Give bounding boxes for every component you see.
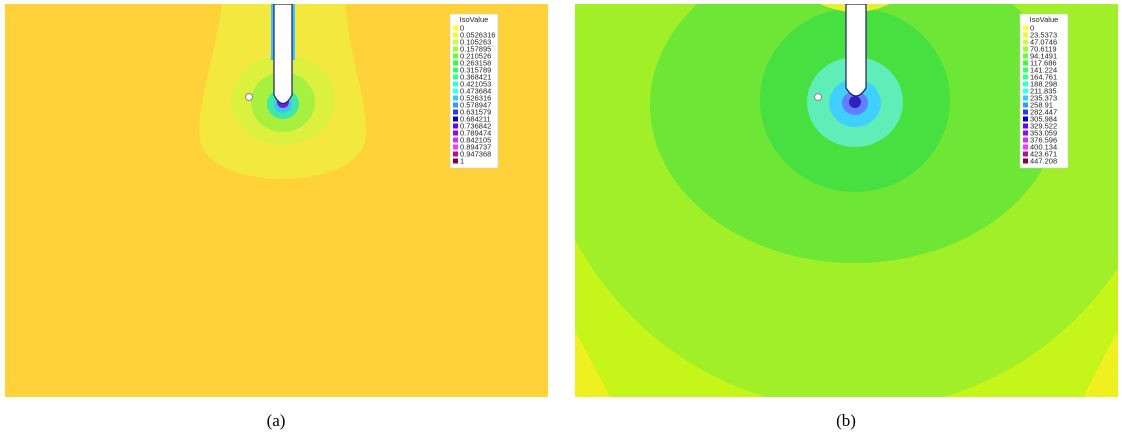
legend: IsoValue00.05263160.1052630.1578950.2105… [449,13,499,169]
legend-swatch [453,32,458,38]
legend-title: IsoValue [460,15,489,24]
legend: IsoValue023.537347.074670.611994.1491117… [1019,13,1069,169]
legend-label: 23.5373 [1030,30,1057,39]
legend-label: 141.224 [1030,65,1057,74]
legend-label: 447.208 [1030,156,1057,165]
legend-label: 0.736842 [460,121,491,130]
legend-label: 376.596 [1030,135,1057,144]
legend-label: 0.473684 [460,86,491,95]
legend-swatch [1023,116,1028,122]
legend-swatch [453,158,458,164]
legend-swatch [453,67,458,73]
legend-swatch [1023,32,1028,38]
needle [845,4,867,97]
legend-label: 0.368421 [460,72,491,81]
legend-swatch [1023,60,1028,66]
legend-label: 47.0746 [1030,37,1057,46]
legend-label: 0.631579 [460,107,491,116]
legend-swatch [453,95,458,101]
legend-swatch [1023,109,1028,115]
legend-swatch [453,144,458,150]
hole [245,93,253,101]
legend-swatch [1023,95,1028,101]
legend-swatch [1023,144,1028,150]
legend-swatch [1023,74,1028,80]
legend-label: 0.263158 [460,58,491,67]
legend-swatch [1023,151,1028,157]
legend-swatch [453,116,458,122]
legend-label: 0.578947 [460,100,491,109]
legend-label: 0.421053 [460,79,491,88]
needle [273,4,293,105]
legend-swatch [453,123,458,129]
legend-swatch [1023,158,1028,164]
legend-label: 0.157895 [460,44,491,53]
legend-label: 211.835 [1030,86,1057,95]
legend-swatch [453,109,458,115]
legend-label: 0.210526 [460,51,491,60]
panel-caption: (b) [836,411,856,430]
legend-label: 117.686 [1030,58,1057,67]
legend-label: 353.059 [1030,128,1057,137]
legend-label: 258.91 [1030,100,1053,109]
legend-swatch [453,60,458,66]
legend-label: 0.684211 [460,114,491,123]
legend-label: 423.671 [1030,149,1057,158]
legend-swatch [1023,130,1028,136]
legend-swatch [1023,88,1028,94]
legend-swatch [1023,123,1028,129]
legend-label: 305.984 [1030,114,1057,123]
legend-title: IsoValue [1030,15,1059,24]
legend-swatch [453,81,458,87]
legend-label: 0 [460,23,464,32]
legend-label: 329.522 [1030,121,1057,130]
legend-swatch [453,53,458,59]
panel-b-plot [575,4,1118,397]
legend-swatch [453,25,458,31]
legend-label: 0.105263 [460,37,491,46]
legend-swatch [453,137,458,143]
contour-region [849,96,861,108]
legend-label: 0.789474 [460,128,491,137]
legend-swatch [453,102,458,108]
legend-label: 0 [1030,23,1034,32]
legend-swatch [1023,137,1028,143]
legend-label: 94.1491 [1030,51,1057,60]
legend-label: 70.6119 [1030,44,1057,53]
legend-swatch [1023,67,1028,73]
panel-caption: (a) [267,411,286,430]
legend-swatch [1023,81,1028,87]
legend-swatch [453,39,458,45]
legend-swatch [453,88,458,94]
legend-label: 1 [460,156,464,165]
legend-label: 400.134 [1030,142,1057,151]
legend-label: 188.298 [1030,79,1057,88]
legend-label: 0.894737 [460,142,491,151]
hole [814,93,822,101]
legend-label: 0.842105 [460,135,491,144]
legend-swatch [453,74,458,80]
legend-label: 0.526316 [460,93,491,102]
legend-label: 235.373 [1030,93,1057,102]
legend-swatch [1023,25,1028,31]
legend-swatch [453,151,458,157]
legend-swatch [453,46,458,52]
legend-label: 0.315789 [460,65,491,74]
legend-label: 282.447 [1030,107,1057,116]
legend-label: 0.947368 [460,149,491,158]
legend-swatch [453,130,458,136]
legend-swatch [1023,39,1028,45]
legend-label: 164.761 [1030,72,1057,81]
legend-swatch [1023,46,1028,52]
legend-label: 0.0526316 [460,30,495,39]
legend-swatch [1023,53,1028,59]
legend-swatch [1023,102,1028,108]
